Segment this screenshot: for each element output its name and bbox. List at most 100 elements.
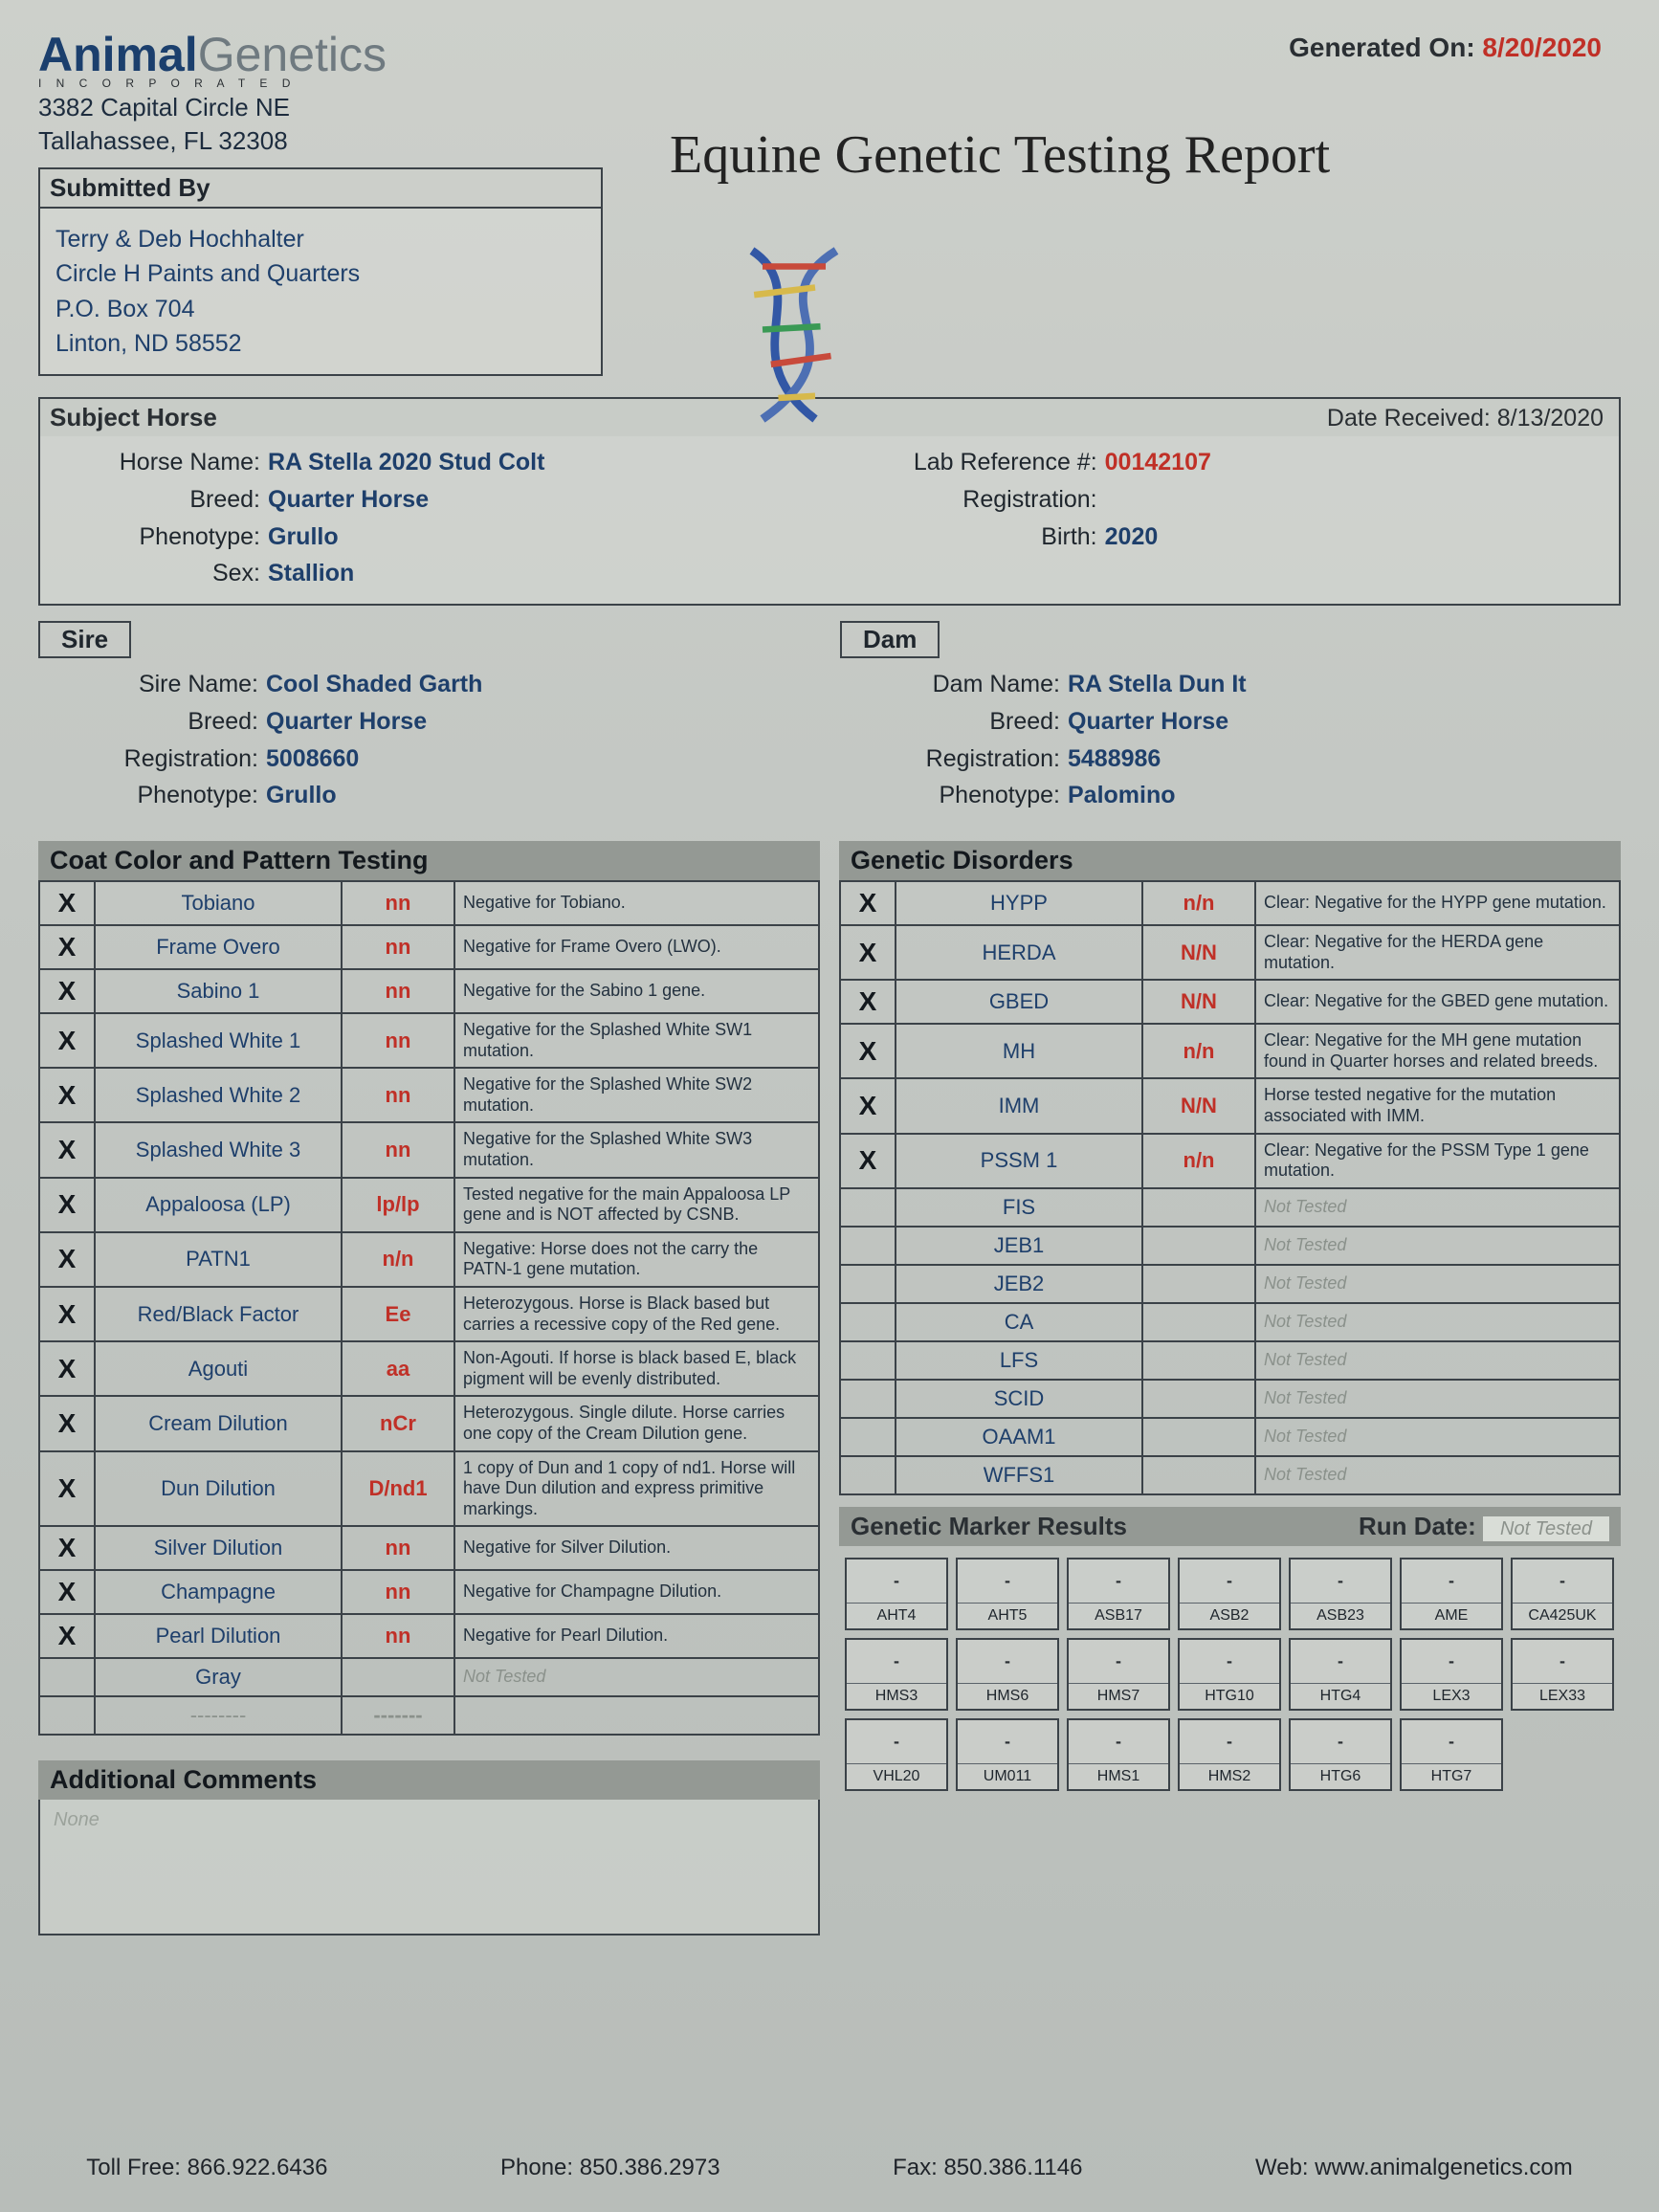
test-result (1142, 1380, 1255, 1418)
test-name: Agouti (95, 1341, 342, 1396)
test-check (840, 1341, 896, 1380)
table-row: CANot Tested (840, 1303, 1620, 1341)
dam-reg: 5488986 (1068, 741, 1161, 778)
test-desc: Heterozygous. Single dilute. Horse carri… (454, 1396, 819, 1450)
table-row: --------------- (39, 1696, 819, 1735)
test-desc: Negative for the Splashed White SW3 muta… (454, 1122, 819, 1177)
test-result: nn (342, 1013, 454, 1068)
sire-phen: Grullo (266, 777, 337, 814)
test-result (1142, 1227, 1255, 1265)
test-desc: Negative for the Splashed White SW2 muta… (454, 1068, 819, 1122)
dna-icon (689, 230, 899, 440)
test-result: nCr (342, 1396, 454, 1450)
report-title: Equine Genetic Testing Report (670, 124, 1330, 186)
table-row: XFrame OveronnNegative for Frame Overo (… (39, 925, 819, 969)
test-desc: Non-Agouti. If horse is black based E, b… (454, 1341, 819, 1396)
marker-cell: -HTG10 (1178, 1638, 1281, 1711)
marker-cell: -HTG6 (1289, 1718, 1392, 1791)
disorder-column: Genetic Disorders XHYPPn/nClear: Negativ… (839, 841, 1621, 1936)
sire-breed: Quarter Horse (266, 703, 427, 741)
marker-cell: -HMS7 (1067, 1638, 1170, 1711)
results-row: Coat Color and Pattern Testing XTobianon… (38, 841, 1621, 1936)
subject-heading: Subject Horse (50, 403, 217, 432)
test-check (840, 1188, 896, 1227)
sire-heading: Sire (38, 621, 131, 658)
logo-bold: Animal (38, 28, 198, 81)
table-row: SCIDNot Tested (840, 1380, 1620, 1418)
test-result: D/nd1 (342, 1451, 454, 1527)
marker-label: UM011 (958, 1764, 1057, 1789)
test-desc: Negative for the Splashed White SW1 muta… (454, 1013, 819, 1068)
marker-value: - (1291, 1640, 1390, 1684)
registration-label: Registration: (849, 481, 1105, 519)
marker-label: HMS7 (1069, 1684, 1168, 1709)
marker-label: LEX3 (1402, 1684, 1501, 1709)
test-desc: Negative for Frame Overo (LWO). (454, 925, 819, 969)
test-name: Splashed White 3 (95, 1122, 342, 1177)
marker-cell: -HMS3 (845, 1638, 948, 1711)
parent-row: Sire Sire Name:Cool Shaded Garth Breed:Q… (38, 621, 1621, 828)
marker-value: - (847, 1640, 946, 1684)
marker-value: - (1402, 1559, 1501, 1604)
test-result (1142, 1265, 1255, 1303)
test-name: Silver Dilution (95, 1526, 342, 1570)
generated-on: Generated On: 8/20/2020 (1289, 33, 1602, 63)
test-name: HYPP (896, 881, 1142, 925)
test-desc: Not Tested (1255, 1188, 1620, 1227)
test-desc: Clear: Negative for the HYPP gene mutati… (1255, 881, 1620, 925)
submitted-line3: P.O. Box 704 (55, 292, 586, 326)
test-name: -------- (95, 1696, 342, 1735)
marker-label: CA425UK (1513, 1604, 1612, 1628)
test-desc (454, 1696, 819, 1735)
test-name: Appaloosa (LP) (95, 1178, 342, 1232)
table-row: XHYPPn/nClear: Negative for the HYPP gen… (840, 881, 1620, 925)
test-desc: Negative for Silver Dilution. (454, 1526, 819, 1570)
test-result: ------- (342, 1696, 454, 1735)
test-check: X (39, 969, 95, 1013)
test-result: N/N (1142, 925, 1255, 980)
sex: Stallion (268, 555, 354, 592)
table-row: XSplashed White 2nnNegative for the Spla… (39, 1068, 819, 1122)
marker-cell: -LEX3 (1400, 1638, 1503, 1711)
marker-label: HTG6 (1291, 1764, 1390, 1789)
breed-label: Breed: (59, 481, 268, 519)
breed: Quarter Horse (268, 481, 429, 519)
coat-table: XTobianonnNegative for Tobiano.XFrame Ov… (38, 880, 820, 1736)
dam-breed-label: Breed: (859, 703, 1068, 741)
test-desc: Clear: Negative for the HERDA gene mutat… (1255, 925, 1620, 980)
test-desc: Negative for Tobiano. (454, 881, 819, 925)
table-row: XPSSM 1n/nClear: Negative for the PSSM T… (840, 1134, 1620, 1188)
submitted-line1: Terry & Deb Hochhalter (55, 222, 586, 256)
table-row: XSabino 1nnNegative for the Sabino 1 gen… (39, 969, 819, 1013)
dam-breed: Quarter Horse (1068, 703, 1228, 741)
test-name: IMM (896, 1078, 1142, 1133)
test-desc: Not Tested (1255, 1380, 1620, 1418)
sire-name: Cool Shaded Garth (266, 666, 482, 703)
test-check (840, 1303, 896, 1341)
sire-reg: 5008660 (266, 741, 359, 778)
test-result: nn (342, 1122, 454, 1177)
test-result: nn (342, 1570, 454, 1614)
marker-value: - (847, 1720, 946, 1764)
test-check: X (840, 925, 896, 980)
test-check: X (840, 881, 896, 925)
table-row: XMHn/nClear: Negative for the MH gene mu… (840, 1024, 1620, 1078)
test-name: Cream Dilution (95, 1396, 342, 1450)
dam-phen: Palomino (1068, 777, 1176, 814)
marker-value: - (1291, 1720, 1390, 1764)
horse-name: RA Stella 2020 Stud Colt (268, 444, 544, 481)
test-check: X (39, 1068, 95, 1122)
test-result: aa (342, 1341, 454, 1396)
test-name: Dun Dilution (95, 1451, 342, 1527)
run-date-label: Run Date: (1359, 1512, 1476, 1540)
test-result (1142, 1303, 1255, 1341)
test-desc: Not Tested (1255, 1456, 1620, 1494)
marker-cell: -ASB2 (1178, 1558, 1281, 1630)
marker-label: HMS6 (958, 1684, 1057, 1709)
report-page: AnimalGenetics I N C O R P O R A T E D 3… (0, 0, 1659, 2212)
test-name: LFS (896, 1341, 1142, 1380)
table-row: XHERDAN/NClear: Negative for the HERDA g… (840, 925, 1620, 980)
marker-value: - (1180, 1559, 1279, 1604)
table-row: WFFS1Not Tested (840, 1456, 1620, 1494)
test-result: n/n (1142, 1134, 1255, 1188)
